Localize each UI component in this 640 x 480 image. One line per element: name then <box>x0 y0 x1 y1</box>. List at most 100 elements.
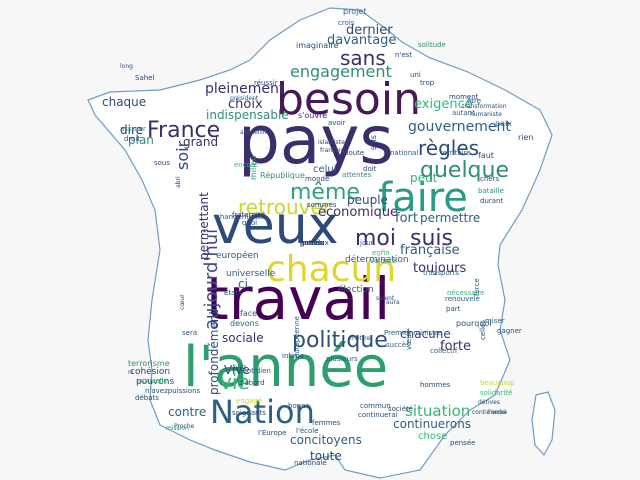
word-53: République <box>260 171 305 180</box>
word-132: nouvelle <box>138 377 168 385</box>
corsica-shape <box>531 391 556 457</box>
word-128: d'abord <box>238 379 265 387</box>
word-32: grand <box>183 135 219 149</box>
word-142: sous <box>154 159 171 167</box>
word-77: autant <box>452 109 475 117</box>
word-125: nationale <box>294 459 327 467</box>
word-159: heureux <box>300 239 329 247</box>
word-81: chers <box>480 175 500 183</box>
word-0: pays <box>238 102 394 179</box>
word-15: France <box>147 118 221 143</box>
word-138: sera <box>182 329 198 337</box>
word-114: plusieurs <box>326 355 358 363</box>
word-154: continuerai <box>472 409 506 416</box>
word-57: élection <box>338 285 374 295</box>
word-136: mission <box>166 425 189 432</box>
word-160: entre <box>300 239 319 247</box>
word-117: hommes <box>420 381 451 389</box>
word-115: européenne <box>293 316 301 358</box>
word-148: humaniste <box>470 111 502 118</box>
word-90: encore <box>234 161 258 169</box>
word-135: Proche <box>174 423 195 430</box>
word-96: doute <box>344 149 365 157</box>
word-48: chose <box>418 431 448 442</box>
word-27: chaque <box>102 95 147 109</box>
word-2: l'année <box>183 335 389 400</box>
word-126: pensée <box>450 439 476 447</box>
word-133: n'avezpuissions <box>145 387 201 395</box>
word-86: doit <box>363 165 377 173</box>
word-162: jamais <box>300 239 323 247</box>
word-158: qu'une <box>300 239 324 247</box>
word-140: États <box>224 289 242 297</box>
word-147: transformation <box>462 103 507 110</box>
word-76: être <box>467 97 482 105</box>
word-80: rien <box>518 133 534 142</box>
word-54: européen <box>216 251 259 261</box>
word-68: crois <box>338 19 355 27</box>
word-25: dernier <box>346 23 393 38</box>
word-131: bonne <box>288 402 310 410</box>
word-31: plan <box>128 133 154 147</box>
word-130: soignants <box>232 409 266 417</box>
word-151: français <box>320 147 344 154</box>
word-5: faire <box>378 175 468 221</box>
word-4: besoin <box>276 74 421 125</box>
word-122: femmes <box>312 419 341 427</box>
word-41: sociale <box>222 331 264 345</box>
word-33: peut <box>410 171 438 185</box>
word-152: l'ordre <box>488 409 508 416</box>
word-141: attentes <box>342 171 372 179</box>
word-19: situation <box>405 402 471 420</box>
word-84: avoir <box>328 119 346 127</box>
word-156: soient <box>376 295 395 302</box>
word-62: terrorisme <box>128 359 170 368</box>
word-71: trop <box>420 79 435 87</box>
word-40: ci <box>238 277 248 291</box>
word-106: gagner <box>497 327 522 335</box>
word-43: forte <box>440 339 471 354</box>
word-111: Premier ministre <box>384 329 442 337</box>
word-74: réussir <box>254 79 278 87</box>
word-69: n'est <box>395 51 413 59</box>
word-145: président <box>230 95 259 102</box>
word-14: même <box>290 180 360 205</box>
word-51: profondément <box>207 309 221 395</box>
word-146: cœur <box>179 294 186 310</box>
word-8: politique <box>292 328 388 353</box>
word-144: long <box>120 63 133 70</box>
word-109: collectif <box>430 347 458 355</box>
word-34: fort <box>395 211 418 226</box>
word-82: bataille <box>478 187 504 195</box>
word-46: toute <box>310 449 342 463</box>
word-56: détermination <box>345 255 409 265</box>
word-22: gouvernement <box>408 119 511 135</box>
word-9: quelque <box>420 158 509 183</box>
france-shape <box>87 7 553 479</box>
word-95: monde <box>305 175 330 183</box>
word-120: commun <box>360 402 391 410</box>
word-99: volonté <box>370 257 397 265</box>
word-67: projet <box>343 7 367 16</box>
word-137: ni <box>128 369 134 376</box>
word-124: l'Europe <box>258 429 287 437</box>
word-118: solidarité <box>480 389 513 397</box>
word-13: règles <box>418 136 480 160</box>
word-38: française <box>400 243 460 258</box>
word-70: uni <box>410 71 421 79</box>
word-78: paix <box>495 119 512 128</box>
word-45: contre <box>168 405 207 419</box>
word-16: sans <box>340 46 386 70</box>
word-66: imaginaire <box>296 41 339 50</box>
word-39: toujours <box>413 261 467 276</box>
word-85: s'ils <box>369 135 378 150</box>
word-91: changements <box>216 213 264 221</box>
word-97: jour <box>360 239 374 247</box>
word-52: celui <box>313 164 337 175</box>
word-112: succès <box>386 341 410 349</box>
word-153: dérives <box>478 399 501 406</box>
word-23: exigence <box>414 97 473 112</box>
word-119: société <box>388 405 414 413</box>
word-134: débats <box>135 394 159 402</box>
